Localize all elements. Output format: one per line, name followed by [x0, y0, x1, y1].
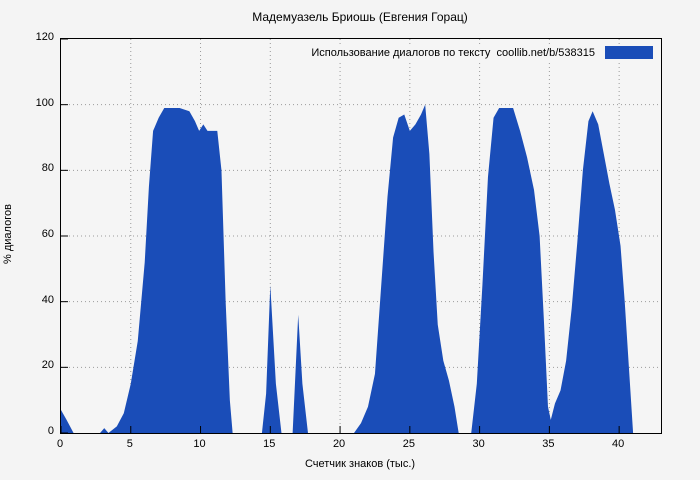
y-tick-label: 0 — [47, 425, 54, 437]
chart-title: Мадемуазель Бриошь (Евгения Горац) — [252, 10, 468, 24]
legend-label: Использование диалогов по тексту coollib… — [311, 46, 595, 59]
x-axis-label: Счетчик знаков (тыс.) — [304, 458, 416, 470]
x-tick-label: 20 — [332, 438, 346, 450]
plot-area: Использование диалогов по тексту coollib… — [60, 38, 662, 434]
x-tick-label: 25 — [402, 438, 415, 450]
x-tick-label: 10 — [193, 438, 206, 450]
legend: Использование диалогов по тексту coollib… — [309, 44, 655, 61]
x-tick-label: 15 — [263, 438, 276, 450]
x-tick-label: 35 — [542, 438, 555, 450]
y-tick-label: 40 — [41, 293, 54, 306]
y-tick-label: 120 — [35, 31, 54, 43]
area-chart-svg — [61, 39, 661, 433]
y-tick-label: 100 — [35, 96, 54, 109]
x-tick-label: 0 — [56, 438, 64, 450]
x-tick-label: 30 — [472, 438, 485, 450]
y-tick-label: 20 — [41, 359, 54, 372]
y-tick-label: 80 — [41, 162, 54, 175]
legend-swatch — [605, 46, 653, 59]
y-tick-label: 60 — [41, 228, 54, 240]
x-tick-label: 40 — [612, 438, 625, 450]
x-tick-label: 5 — [126, 438, 133, 450]
